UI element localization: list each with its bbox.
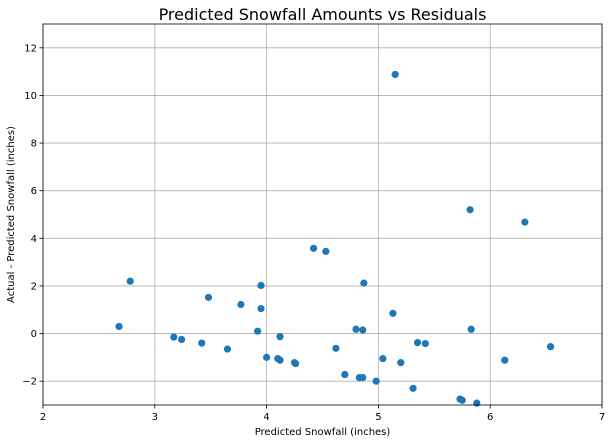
- data-point: [546, 343, 555, 351]
- x-tick-label: 3: [152, 412, 158, 423]
- x-axis-ticks: 2 3 4 5 6 7: [40, 405, 605, 423]
- data-point: [473, 399, 481, 407]
- data-point: [292, 359, 300, 368]
- data-point: [237, 300, 245, 309]
- data-point: [391, 70, 399, 79]
- data-point: [332, 344, 340, 352]
- x-tick-label: 2: [40, 412, 46, 423]
- data-point: [359, 326, 367, 334]
- y-tick-label: 6: [31, 186, 37, 197]
- data-point: [257, 304, 265, 313]
- data-point: [309, 244, 318, 252]
- data-point: [397, 359, 405, 367]
- data-point: [276, 333, 284, 341]
- data-point: [421, 339, 429, 348]
- y-tick-label: 0: [31, 329, 37, 340]
- data-point: [467, 325, 475, 333]
- data-point: [178, 335, 186, 344]
- data-point: [352, 325, 360, 333]
- y-tick-label: 4: [31, 234, 37, 245]
- data-point: [263, 353, 271, 361]
- y-axis-ticks: −2 0 2 4 6 8 10 12: [22, 43, 43, 388]
- y-tick-label: 2: [31, 281, 37, 292]
- y-tick-label: 12: [24, 43, 37, 54]
- data-point: [254, 327, 262, 335]
- data-point: [257, 281, 265, 290]
- data-point: [170, 333, 178, 341]
- data-point: [379, 354, 387, 363]
- x-tick-label: 5: [375, 412, 381, 423]
- data-point: [521, 218, 529, 226]
- data-point: [501, 356, 509, 364]
- data-point: [341, 370, 349, 379]
- data-point: [223, 345, 232, 353]
- data-point: [276, 356, 284, 364]
- data-points: [115, 70, 555, 407]
- x-axis-label: Predicted Snowfall (inches): [255, 427, 391, 438]
- y-tick-label: 10: [24, 91, 37, 102]
- x-tick-label: 6: [487, 412, 493, 423]
- data-point: [126, 277, 134, 285]
- data-point: [359, 374, 367, 382]
- plot-frame: [42, 23, 603, 406]
- x-tick-label: 7: [599, 412, 605, 423]
- data-point: [115, 322, 123, 331]
- data-point: [360, 279, 368, 287]
- data-point: [466, 206, 474, 214]
- y-axis-label: Actual - Predicted Snowfall (inches): [6, 126, 17, 303]
- chart-title: Predicted Snowfall Amounts vs Residuals: [159, 5, 487, 24]
- data-point: [204, 293, 213, 301]
- data-point: [322, 247, 330, 256]
- y-tick-label: 8: [31, 139, 37, 150]
- data-point: [372, 377, 380, 385]
- data-point: [413, 339, 422, 347]
- y-tick-label: −2: [22, 377, 37, 388]
- data-point: [409, 384, 417, 392]
- data-point: [389, 309, 397, 317]
- data-point: [458, 396, 466, 404]
- data-point: [198, 339, 206, 347]
- x-tick-label: 4: [263, 412, 269, 423]
